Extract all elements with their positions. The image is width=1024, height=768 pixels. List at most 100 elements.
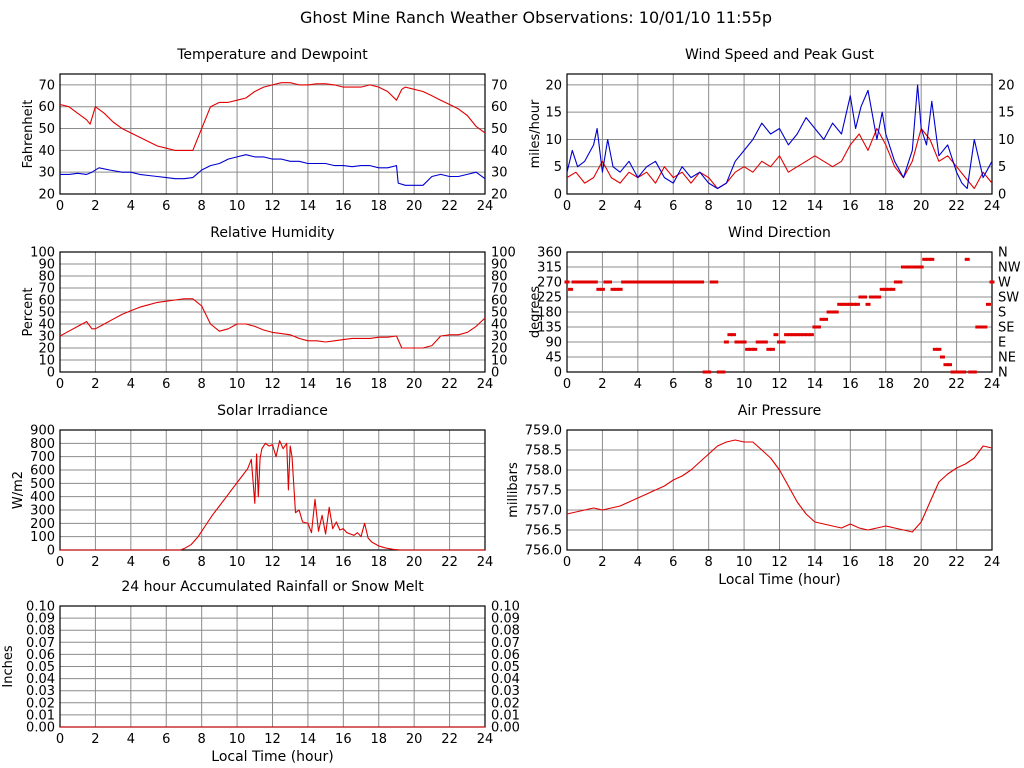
rainfall-y-tick-label-right: 0.08: [491, 624, 520, 639]
wind_direction-x-tick-label: 20: [913, 377, 930, 392]
solar-x-tick-label: 10: [229, 555, 246, 570]
temperature-x-tick-label: 14: [300, 199, 317, 214]
pressure-x-tick-label: 16: [842, 555, 859, 570]
wind_direction-point: [635, 280, 641, 284]
wind_direction-x-tick-label: 2: [598, 377, 606, 392]
rainfall-y-tick-label-right: 0.05: [491, 660, 520, 675]
temperature-x-tick-label: 16: [335, 199, 352, 214]
humidity-y-tick-label: 20: [38, 342, 55, 357]
solar-y-tick-label: 800: [30, 437, 55, 452]
pressure-x-tick-label: 6: [669, 555, 677, 570]
temperature-series-line-blue: [60, 154, 486, 186]
wind_speed-x-tick-label: 4: [634, 199, 642, 214]
wind_direction-point: [858, 295, 864, 299]
wind_direction-point: [670, 280, 676, 284]
rainfall-y-tick-label: 0.06: [26, 648, 55, 663]
wind_direction-point: [614, 287, 620, 291]
rainfall-y-tick-label-right: 0.07: [491, 636, 520, 651]
wind_direction-point: [865, 302, 871, 306]
wind_speed-x-tick-label: 16: [842, 199, 859, 214]
wind_direction-point: [741, 340, 747, 344]
wind_direction-point: [900, 265, 906, 269]
rainfall-x-tick-label: 12: [264, 732, 281, 747]
wind_direction-point: [738, 340, 744, 344]
wind_direction-y-tick-label: 225: [537, 291, 562, 306]
wind_direction-compass-label: N: [998, 246, 1008, 261]
rainfall-y-tick-label: 0.10: [26, 600, 55, 615]
wind_direction-point: [925, 257, 931, 261]
wind_direction-point: [571, 280, 577, 284]
wind_direction-plot-frame: [566, 251, 993, 373]
temperature-series-line-red: [59, 82, 486, 151]
temperature-x-tick-label: 4: [127, 199, 135, 214]
wind_direction-point: [872, 295, 878, 299]
wind_direction-point: [794, 333, 800, 337]
wind_direction-point: [649, 280, 655, 284]
wind_direction-point: [777, 340, 782, 344]
wind_direction-point: [723, 340, 729, 344]
wind_direction-point: [886, 287, 892, 291]
wind_direction-compass-label: N: [998, 366, 1008, 381]
wind_direction-point: [808, 333, 814, 337]
temperature-x-tick-label: 2: [91, 199, 99, 214]
wind_direction-point: [869, 295, 875, 299]
humidity-x-tick-label: 12: [264, 377, 281, 392]
wind_direction-point: [575, 280, 581, 284]
wind_direction-point: [840, 302, 846, 306]
wind_direction-y-tick-label: 90: [545, 336, 562, 351]
wind_direction-point: [911, 265, 917, 269]
temperature-y-tick-label-right: 70: [491, 78, 508, 93]
rainfall-y-tick-label: 0.04: [26, 672, 55, 687]
wind_direction-point: [883, 287, 889, 291]
wind_direction-compass-label: W: [998, 276, 1011, 291]
rainfall-x-tick-label: 22: [441, 732, 458, 747]
wind_direction-point: [798, 333, 804, 337]
humidity-y-tick-label: 80: [38, 270, 55, 285]
wind_direction-compass-label: NW: [998, 261, 1021, 276]
wind_direction-point: [617, 287, 623, 291]
pressure-y-tick-label: 758.0: [525, 464, 562, 479]
humidity-x-tick-label: 16: [335, 377, 352, 392]
wind_direction-compass-label: S: [998, 306, 1006, 321]
solar-y-tick-label: 700: [30, 450, 55, 465]
wind_direction-point: [939, 355, 945, 359]
wind_direction-point: [681, 280, 687, 284]
wind_direction-point: [823, 317, 829, 321]
wind_direction-point: [915, 265, 921, 269]
wind_speed-x-tick-label: 22: [948, 199, 965, 214]
wind_direction-y-tick-label: 180: [537, 306, 562, 321]
solar-x-tick-label: 6: [162, 555, 170, 570]
wind_speed-plot-frame: [566, 73, 993, 195]
solar-series-line-red: [60, 440, 485, 551]
solar-y-tick-label: 200: [30, 517, 55, 532]
humidity-x-tick-label: 22: [441, 377, 458, 392]
humidity-y-tick-label: 100: [30, 246, 55, 261]
wind_direction-point: [826, 310, 832, 314]
pressure-plot-frame: [566, 429, 993, 551]
solar-x-tick-label: 18: [370, 555, 387, 570]
wind_direction-point: [897, 280, 903, 284]
pressure-x-tick-label: 10: [736, 555, 753, 570]
wind_direction-point: [978, 325, 984, 329]
humidity-y-tick-label-right: 70: [491, 282, 508, 297]
humidity-x-tick-label: 8: [198, 377, 206, 392]
wind_speed-y-tick-label: 5: [554, 160, 562, 175]
wind_direction-point: [862, 295, 867, 299]
solar-x-tick-label: 4: [127, 555, 135, 570]
pressure-y-tick-label: 759.0: [525, 424, 562, 439]
solar-x-tick-label: 0: [56, 555, 64, 570]
wind_direction-point: [766, 347, 772, 351]
wind_direction-point: [812, 325, 818, 329]
wind_direction-x-tick-label: 8: [705, 377, 713, 392]
rainfall-y-tick-label-right: 0.10: [491, 600, 520, 615]
humidity-x-tick-label: 24: [477, 377, 494, 392]
wind_direction-point: [844, 302, 850, 306]
solar-title: Solar Irradiance: [217, 403, 328, 419]
wind_direction-point: [815, 325, 821, 329]
wind_speed-y-tick-label: 0: [554, 188, 562, 203]
rainfall-chart: 24 hour Accumulated Rainfall or Snow Mel…: [1, 579, 520, 765]
rainfall-x-tick-label: 14: [300, 732, 317, 747]
